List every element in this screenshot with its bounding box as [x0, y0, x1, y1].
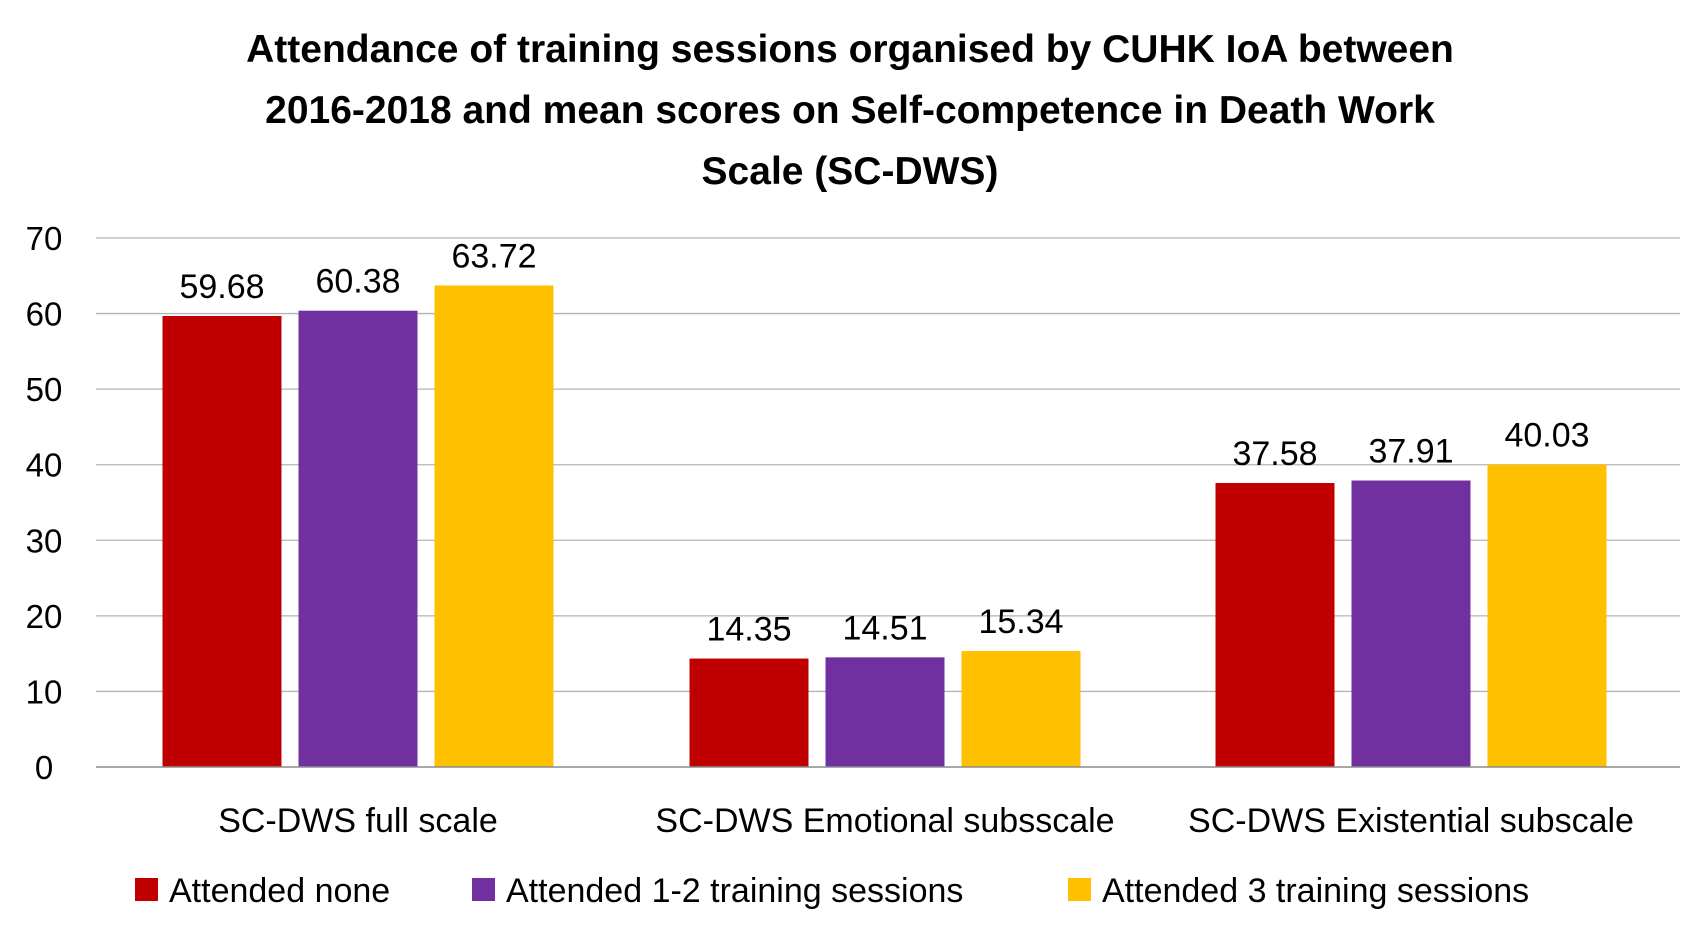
x-category-label: SC-DWS full scale: [218, 802, 498, 840]
bar: [689, 658, 809, 767]
data-label: 60.38: [315, 263, 400, 301]
y-tick-label: 50: [26, 371, 63, 408]
bar: [298, 310, 418, 767]
y-tick-label: 30: [26, 522, 63, 559]
bar: [434, 285, 554, 767]
data-label: 37.91: [1368, 433, 1453, 471]
bar: [961, 651, 1081, 767]
legend: Attended none Attended 1-2 training sessi…: [135, 872, 1529, 910]
bars: [162, 285, 1607, 767]
chart-title-line: Scale (SC-DWS): [702, 150, 999, 193]
chart-title-line: 2016-2018 and mean scores on Self-compet…: [265, 89, 1435, 132]
data-label: 15.34: [978, 603, 1063, 641]
data-label: 59.68: [179, 268, 264, 306]
data-label: 37.58: [1232, 435, 1317, 473]
data-label: 63.72: [451, 237, 536, 275]
chart-title: Attendance of training sessions organise…: [246, 28, 1454, 193]
category-labels: SC-DWS full scale SC-DWS Emotional subssc…: [218, 802, 1634, 840]
legend-label: Attended 3 training sessions: [1102, 872, 1529, 910]
data-label: 14.35: [706, 611, 791, 649]
y-tick-label: 40: [26, 447, 63, 484]
bar: [1215, 483, 1335, 767]
bar: [1487, 464, 1607, 767]
bar: [825, 657, 945, 767]
legend-label: Attended none: [169, 872, 390, 910]
y-tick-label: 20: [26, 598, 63, 635]
legend-swatch: [1068, 878, 1091, 901]
y-tick-label: 60: [26, 296, 63, 333]
y-tick-label: 70: [26, 220, 63, 257]
legend-swatch: [135, 878, 158, 901]
legend-label: Attended 1-2 training sessions: [506, 872, 963, 910]
bar: [1351, 480, 1471, 767]
data-label: 40.03: [1504, 416, 1589, 454]
x-category-label: SC-DWS Existential subscale: [1188, 802, 1634, 840]
chart-title-line: Attendance of training sessions organise…: [246, 28, 1454, 71]
bar: [162, 315, 282, 767]
legend-swatch: [472, 878, 495, 901]
y-tick-label: 0: [35, 749, 53, 786]
x-category-label: SC-DWS Emotional subsscale: [655, 802, 1114, 840]
y-axis-ticks: 0 10 20 30 40 50 60 70: [26, 220, 63, 786]
data-label: 14.51: [842, 609, 927, 647]
data-labels: 59.68 14.35 37.58 60.38 14.51 37.91 63.72 15.34…: [179, 237, 1589, 648]
y-tick-label: 10: [26, 673, 63, 710]
